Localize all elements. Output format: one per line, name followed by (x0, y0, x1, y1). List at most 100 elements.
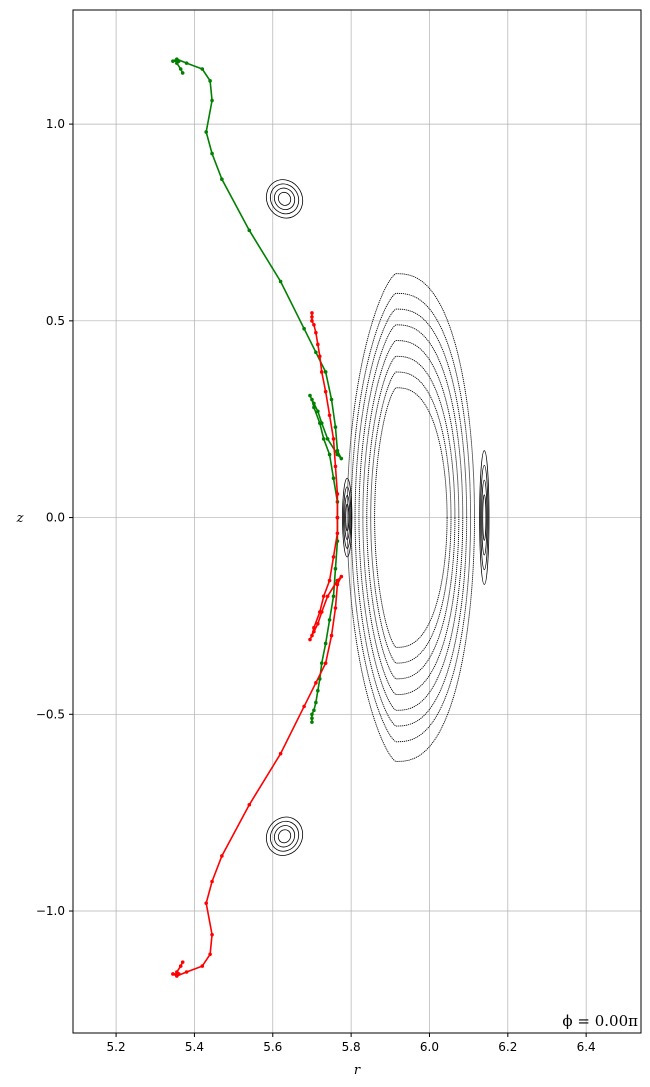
island-orbit (344, 495, 351, 540)
axis-ticks: 5.2 5.4 5.6 5.8 6.0 6.2 6.4 −1.0 −0.5 0.0 0.5 1.0 (36, 117, 596, 1054)
x-tick-label: 6.0 (420, 1040, 439, 1054)
manifold-point (312, 322, 316, 327)
manifold-point (210, 932, 214, 937)
manifold-point (204, 901, 208, 905)
island-orbit (269, 820, 300, 852)
manifold-point (302, 704, 306, 709)
y-axis-label: z (16, 511, 24, 526)
y-tick-label: −1.0 (36, 904, 65, 918)
manifold-point (339, 574, 344, 579)
manifold-point (323, 661, 328, 665)
manifold-point (310, 712, 314, 717)
manifold-point (327, 618, 332, 622)
manifold-point (331, 555, 336, 559)
manifold-point (317, 610, 322, 614)
manifold-point (327, 452, 332, 457)
manifold-point (312, 401, 316, 406)
manifold-point (308, 637, 312, 642)
flux-surface (362, 340, 460, 696)
manifold-point (310, 397, 314, 402)
manifold-point (333, 606, 338, 610)
x-tick-label: 5.2 (107, 1040, 126, 1054)
island-orbit (482, 494, 487, 541)
manifold-point (310, 633, 314, 638)
x-tick-label: 5.4 (185, 1040, 204, 1054)
manifold-point (314, 330, 318, 335)
manifold-point (200, 67, 205, 71)
manifold-point (175, 57, 179, 61)
island-orbit (277, 829, 292, 844)
manifold-point (316, 688, 320, 693)
manifold-point (314, 681, 318, 685)
manifold-point (327, 578, 332, 583)
manifold-point (335, 578, 340, 583)
manifold-point (302, 326, 306, 331)
manifold-point (331, 437, 336, 441)
manifold-point (325, 594, 330, 599)
manifold-point (200, 964, 205, 968)
island-orbit (481, 479, 488, 556)
manifold-point (204, 130, 208, 134)
manifold-point (314, 700, 318, 705)
manifold-point (314, 350, 318, 355)
manifold-point (210, 879, 214, 884)
island-orbit (273, 825, 296, 848)
manifold-point (312, 625, 316, 630)
manifold-point (208, 79, 212, 83)
manifold-point (317, 421, 322, 425)
y-tick-label: 0.0 (46, 511, 65, 525)
manifold-point (208, 952, 212, 957)
manifold-point (331, 476, 336, 481)
flux-surface (354, 308, 468, 727)
manifold-point (321, 437, 326, 441)
x-tick-label: 6.2 (498, 1040, 517, 1054)
island-orbit (342, 477, 353, 558)
manifold-point (220, 854, 224, 858)
manifold-point (220, 177, 224, 181)
manifold-point (247, 228, 252, 233)
flux-surface (374, 387, 448, 648)
island-orbit (480, 464, 489, 571)
x-tick-label: 5.6 (263, 1040, 282, 1054)
manifold-point (319, 370, 324, 374)
x-tick-label: 6.4 (577, 1040, 596, 1054)
manifold-point (180, 71, 185, 75)
manifold-point (178, 964, 183, 968)
manifold-point (310, 720, 314, 724)
manifold-point (316, 342, 320, 347)
manifold-point (335, 582, 340, 587)
flux-surface (346, 273, 475, 762)
manifold-point (175, 974, 179, 978)
manifold-point (321, 594, 326, 599)
x-tick-label: 5.8 (342, 1040, 361, 1054)
manifold-point (210, 98, 214, 103)
flux-surface (358, 324, 464, 711)
manifold-point (339, 456, 344, 461)
manifold-point (331, 594, 336, 599)
y-tick-label: 1.0 (46, 117, 65, 131)
manifold-point (323, 389, 328, 394)
manifold-point (319, 661, 324, 665)
manifold-point (312, 405, 316, 410)
manifold-point (317, 354, 322, 359)
manifold-point (335, 452, 340, 457)
island-orbit (343, 486, 352, 549)
island-orbit (265, 179, 304, 219)
manifold-point (310, 716, 314, 721)
y-tick-label: 0.5 (46, 314, 65, 328)
manifold-point (335, 515, 340, 520)
manifold-point (323, 641, 328, 646)
manifold-point (327, 413, 332, 418)
manifold-point (312, 629, 316, 634)
island-orbit (273, 187, 296, 211)
manifold-point (308, 393, 312, 398)
magnetic-islands (265, 179, 490, 856)
island-orbit (277, 191, 292, 206)
manifold-point (325, 437, 330, 441)
manifold-point (310, 319, 314, 323)
manifold-point (171, 59, 175, 63)
flux-surface (366, 355, 456, 680)
manifold-point (316, 622, 320, 626)
manifold-point (323, 370, 328, 374)
